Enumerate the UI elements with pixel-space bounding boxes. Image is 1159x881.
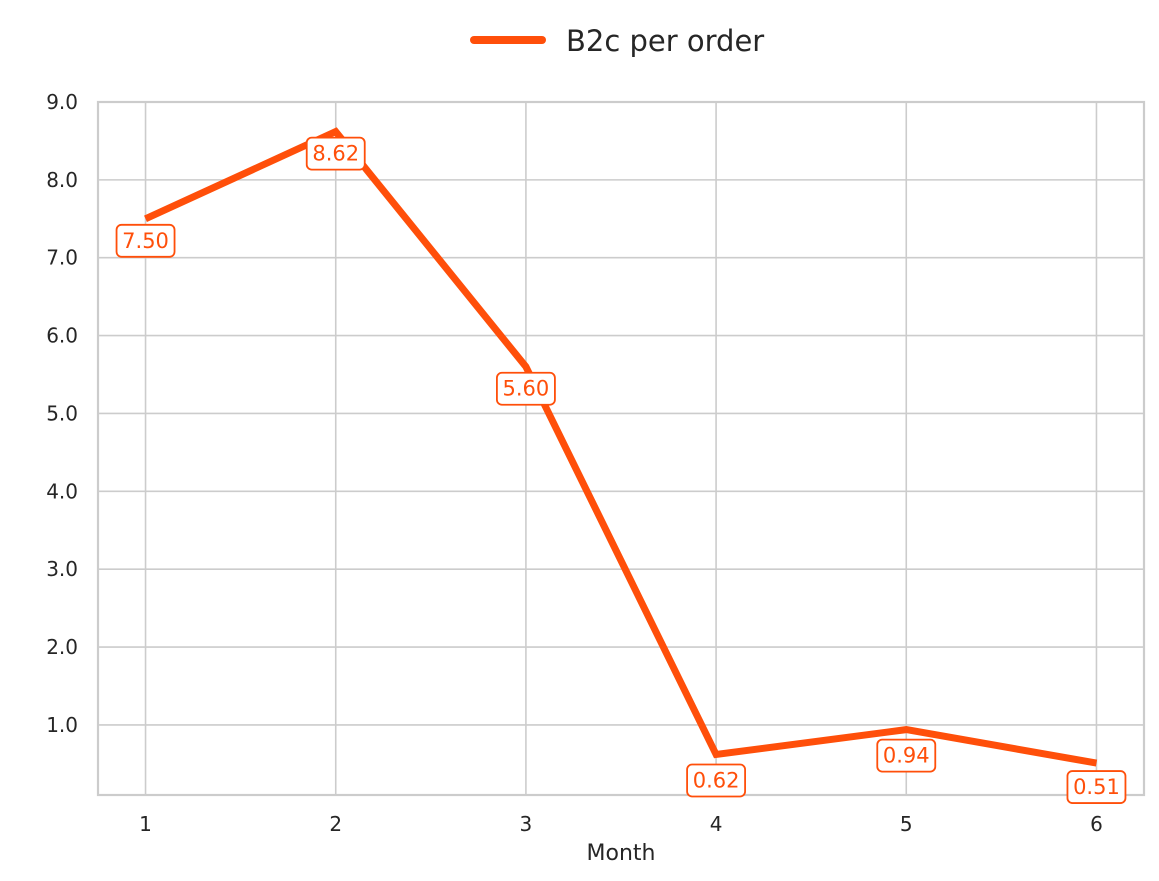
x-tick-label: 1 [139, 812, 152, 836]
plot-frame [96, 100, 1146, 797]
data-label: 7.50 [122, 229, 169, 253]
y-tick-label: 5.0 [46, 401, 78, 425]
x-tick-label: 6 [1090, 812, 1103, 836]
data-label-box [686, 763, 746, 798]
data-label: 0.94 [883, 744, 930, 768]
data-label-box [876, 738, 937, 773]
legend-label: B2c per order [566, 24, 764, 58]
y-tick-label: 7.0 [46, 246, 78, 270]
grid [98, 101, 1144, 795]
x-axis-title: Month [587, 841, 656, 866]
x-tick-label: 3 [520, 812, 533, 836]
y-tick-label: 2.0 [46, 635, 78, 659]
y-axis-ticks: 1.0 2.0 3.0 4.0 5.0 6.0 7.0 8.0 9.0 [46, 90, 78, 737]
y-tick-label: 6.0 [46, 324, 78, 348]
y-tick-label: 1.0 [46, 713, 78, 737]
legend: B2c per order [470, 24, 764, 58]
x-tick-label: 2 [329, 812, 342, 836]
series-line [144, 127, 1098, 767]
x-tick-label: 4 [710, 812, 723, 836]
y-tick-label: 9.0 [46, 90, 78, 114]
y-tick-label: 4.0 [46, 479, 78, 503]
data-label-box [1066, 770, 1127, 804]
x-tick-label: 5 [900, 812, 913, 836]
data-label: 5.60 [503, 377, 550, 401]
data-label: 0.51 [1073, 775, 1120, 799]
data-label-box [305, 136, 366, 171]
y-tick-label: 8.0 [46, 168, 78, 192]
data-labels: 7.50 8.62 5.60 0.62 0.94 0.51 [115, 136, 1127, 804]
data-label-box [496, 371, 556, 406]
data-label: 8.62 [312, 142, 359, 166]
x-axis-ticks: 1 2 3 4 5 6 [139, 812, 1103, 836]
series [144, 127, 1098, 767]
data-label-box [115, 223, 176, 258]
y-tick-label: 3.0 [46, 557, 78, 581]
data-label: 0.62 [693, 769, 740, 793]
